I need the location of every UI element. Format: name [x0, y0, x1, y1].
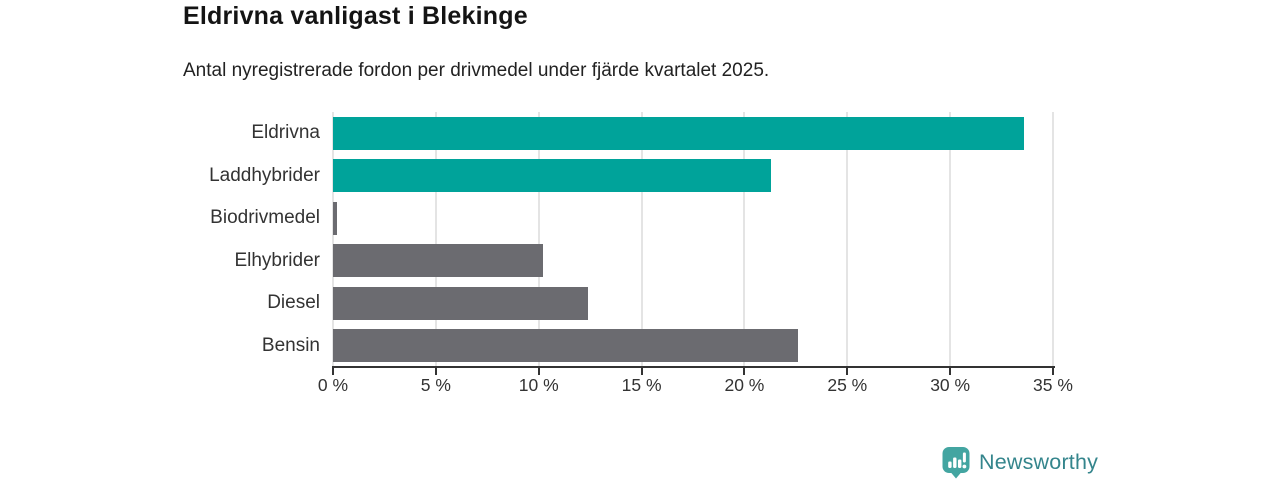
- bar-rows: [333, 112, 1053, 367]
- gridline: [640, 112, 643, 367]
- newsworthy-logo-text: Newsworthy: [979, 450, 1099, 474]
- x-tick-label: 5 %: [420, 375, 451, 395]
- chart-subtitle: Antal nyregistrerade fordon per drivmede…: [183, 60, 770, 81]
- chart-title: Eldrivna vanligast i Blekinge: [183, 2, 528, 30]
- x-tick-label: 0 %: [317, 375, 349, 395]
- bar-row: [333, 282, 1053, 325]
- x-tick-label: 10 %: [518, 375, 559, 395]
- category-label: Elhybrider: [234, 249, 320, 271]
- category-labels: Eldrivna Laddhybrider Biodrivmedel Elhybrid…: [0, 112, 320, 367]
- bar: [333, 159, 772, 193]
- gridline: [949, 112, 952, 367]
- bar-row: [333, 325, 1053, 368]
- x-tick-label: 20 %: [724, 375, 765, 395]
- newsworthy-logo-icon: [942, 447, 970, 479]
- x-tick-label: 30 %: [930, 375, 971, 395]
- x-tick-mark: [640, 366, 643, 375]
- x-tick-mark: [332, 366, 334, 375]
- x-tick-mark: [1052, 366, 1054, 375]
- x-tick-mark: [743, 366, 746, 375]
- category-label: Bensin: [261, 334, 320, 356]
- x-tick-label: 35 %: [1033, 375, 1073, 395]
- x-axis-line: [332, 366, 1055, 368]
- bar: [333, 116, 1025, 150]
- x-tick-mark: [537, 366, 540, 375]
- x-tick-label: 25 %: [827, 375, 868, 395]
- bar-row: [333, 197, 1053, 240]
- bar: [333, 286, 589, 320]
- gridline: [434, 112, 437, 367]
- gridline: [743, 112, 746, 367]
- bar: [333, 201, 338, 235]
- category-label: Eldrivna: [251, 122, 320, 144]
- bar: [333, 329, 798, 363]
- x-tick-label: 15 %: [621, 375, 662, 395]
- x-tick-mark: [949, 366, 952, 375]
- bar-row: [333, 155, 1053, 198]
- gridline: [537, 112, 540, 367]
- bar-row: [333, 240, 1053, 283]
- x-tick-mark: [434, 366, 437, 375]
- x-axis-tick-labels: 0 % 5 % 10 % 15 % 20 % 25 % 30 % 35 %: [318, 375, 1073, 399]
- newsworthy-logo[interactable]: Newsworthy: [941, 446, 1098, 479]
- plot-area: [332, 112, 1054, 367]
- gridline: [846, 112, 849, 367]
- bar: [333, 244, 543, 278]
- gridline: [332, 112, 334, 367]
- category-label: Biodrivmedel: [210, 207, 320, 229]
- gridline: [1052, 112, 1054, 367]
- x-tick-mark: [846, 366, 849, 375]
- bar-row: [333, 112, 1053, 155]
- x-axis-ticks: [332, 366, 1054, 375]
- category-label: Diesel: [267, 292, 320, 314]
- category-label: Laddhybrider: [209, 164, 320, 186]
